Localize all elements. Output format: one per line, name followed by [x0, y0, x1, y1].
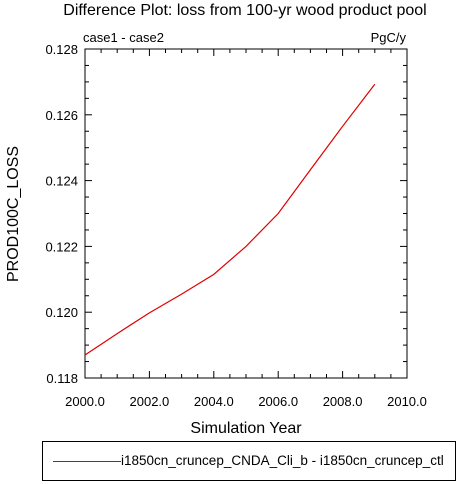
- legend-label: i1850cn_cruncep_CNDA_Cli_b - i1850cn_cru…: [121, 453, 444, 468]
- y-tick-label: 0.122: [45, 239, 78, 254]
- x-tick-label: 2008.0: [323, 394, 363, 409]
- legend-line-swatch: [53, 461, 121, 462]
- x-tick-label: 2010.0: [387, 394, 427, 409]
- y-axis-label: PROD100C_LOSS: [5, 146, 22, 282]
- left-subtitle: case1 - case2: [83, 30, 164, 45]
- right-subtitle: PgC/y: [371, 30, 407, 45]
- x-axis-label: Simulation Year: [190, 420, 302, 437]
- y-tick-label: 0.124: [45, 174, 78, 189]
- y-tick-label: 0.128: [45, 42, 78, 57]
- y-tick-label: 0.118: [46, 371, 78, 386]
- y-tick-label: 0.120: [45, 305, 78, 320]
- x-tick-label: 2000.0: [65, 394, 105, 409]
- x-tick-label: 2006.0: [258, 394, 298, 409]
- y-tick-label: 0.126: [45, 108, 78, 123]
- legend: i1850cn_cruncep_CNDA_Cli_b - i1850cn_cru…: [42, 441, 456, 481]
- plot-frame: [84, 48, 408, 379]
- x-tick-label: 2004.0: [194, 394, 234, 409]
- x-tick-label: 2002.0: [130, 394, 170, 409]
- chart-title: Difference Plot: loss from 100-yr wood p…: [63, 2, 426, 19]
- series-line: [84, 83, 376, 356]
